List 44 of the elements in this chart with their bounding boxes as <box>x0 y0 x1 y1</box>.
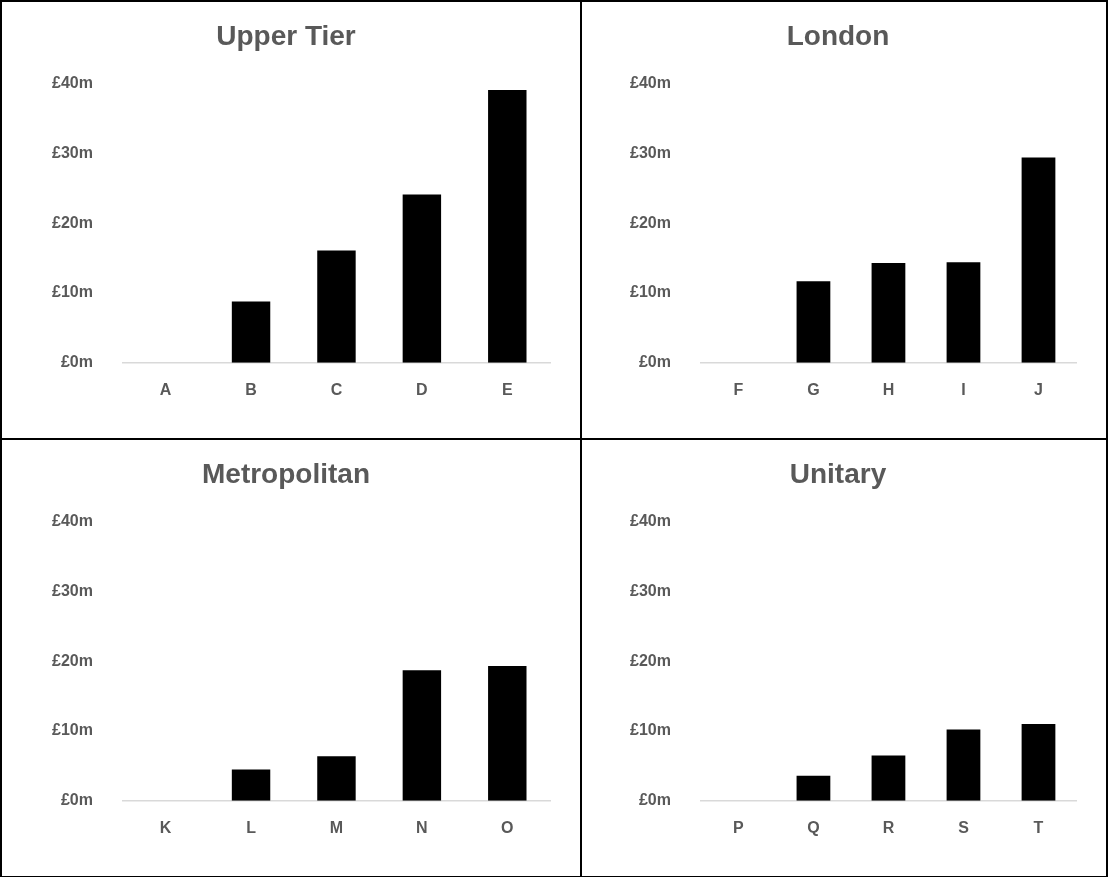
x-tick-label: B <box>245 380 257 398</box>
x-tick-label: M <box>329 818 344 836</box>
y-tick-label: £20m <box>52 213 93 231</box>
x-tick-label: R <box>882 818 895 836</box>
y-tick-label: £10m <box>630 283 671 301</box>
y-tick-label: £0m <box>638 353 671 371</box>
chart-title: London <box>786 19 890 51</box>
x-tick-label: T <box>1033 818 1044 836</box>
y-tick-label: £40m <box>630 74 671 92</box>
y-tick-label: £40m <box>630 512 671 530</box>
x-tick-label: C <box>330 380 343 398</box>
x-tick-label: H <box>882 380 895 398</box>
y-tick-label: £40m <box>52 74 93 92</box>
chart-title: Upper Tier <box>216 19 356 51</box>
x-tick-label: N <box>416 818 428 836</box>
y-tick-label: £30m <box>52 581 93 599</box>
y-tick-label: £20m <box>630 651 671 669</box>
y-tick-label: £10m <box>630 721 671 739</box>
chart-title: Unitary <box>789 457 887 489</box>
x-tick-label: Q <box>807 818 820 836</box>
y-tick-label: £10m <box>52 283 93 301</box>
x-tick-label: K <box>159 818 172 836</box>
x-tick-label: G <box>807 380 820 398</box>
y-tick-label: £0m <box>60 791 93 809</box>
x-tick-label: L <box>246 818 257 836</box>
x-tick-label: E <box>501 380 513 398</box>
x-tick-label: O <box>501 818 514 836</box>
x-tick-label: A <box>159 380 172 398</box>
y-tick-label: £30m <box>630 143 671 161</box>
x-tick-label: P <box>733 818 745 836</box>
x-tick-label: J <box>1034 380 1043 398</box>
y-tick-label: £10m <box>52 721 93 739</box>
x-tick-label: S <box>958 818 970 836</box>
chart-title: Metropolitan <box>202 457 370 489</box>
x-tick-label: I <box>961 380 966 398</box>
y-tick-label: £20m <box>52 651 93 669</box>
y-tick-label: £30m <box>52 143 93 161</box>
y-tick-label: £20m <box>630 213 671 231</box>
y-tick-label: £40m <box>52 512 93 530</box>
x-tick-label: D <box>416 380 428 398</box>
x-tick-label: F <box>733 380 744 398</box>
y-tick-label: £30m <box>630 581 671 599</box>
y-tick-label: £0m <box>60 353 93 371</box>
y-tick-label: £0m <box>638 791 671 809</box>
